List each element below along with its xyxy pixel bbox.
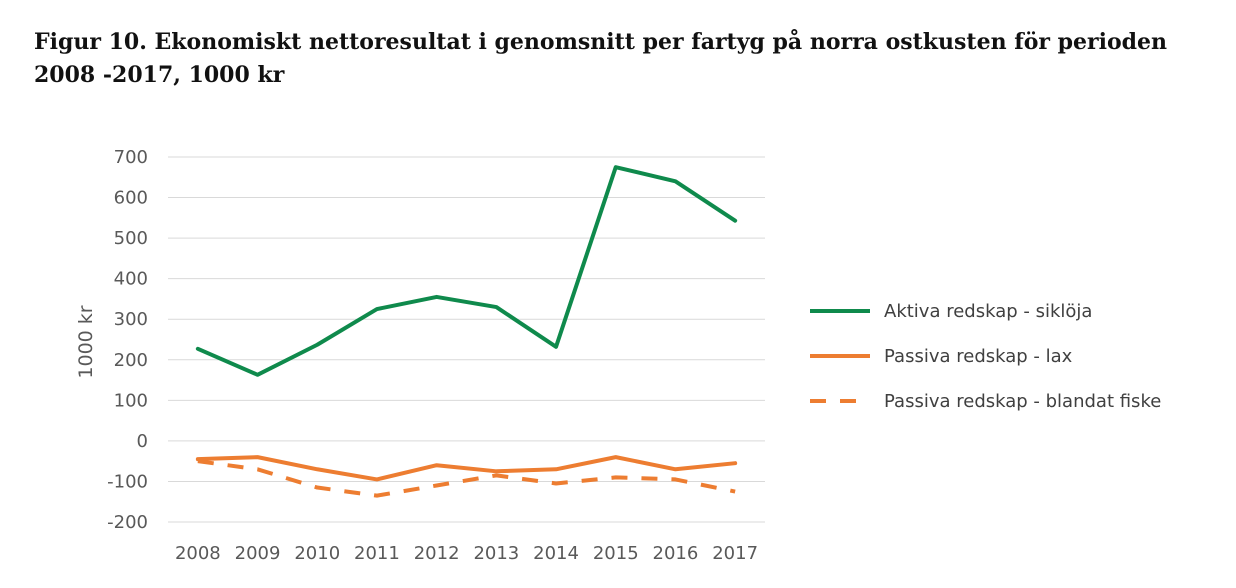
x-tick-label: 2010 <box>294 543 340 564</box>
legend-label: Aktiva redskap - siklöja <box>884 301 1092 322</box>
legend: Aktiva redskap - siklöja Passiva redskap … <box>810 301 1161 412</box>
legend-label: Passiva redskap - lax <box>884 346 1073 367</box>
y-tick-label: 200 <box>114 350 148 371</box>
x-tick-labels: 2008 2009 2010 2011 2012 2013 2014 2015 2016 2017 <box>175 543 758 564</box>
y-tick-label: -100 <box>107 471 148 492</box>
series-line <box>195 455 738 482</box>
x-tick-label: 2014 <box>533 543 579 564</box>
x-tick-label: 2012 <box>414 543 460 564</box>
y-tick-label: 700 <box>114 147 148 168</box>
series-line <box>197 459 736 498</box>
y-tick-label: 300 <box>114 309 148 330</box>
series-lines <box>195 165 738 498</box>
series-line <box>195 165 738 377</box>
gridlines <box>168 156 765 523</box>
y-tick-label: 400 <box>114 269 148 290</box>
y-tick-label: 0 <box>137 431 148 452</box>
x-tick-label: 2011 <box>354 543 400 564</box>
x-tick-label: 2017 <box>712 543 758 564</box>
x-tick-label: 2015 <box>593 543 639 564</box>
x-tick-label: 2008 <box>175 543 221 564</box>
y-axis-label: 1000 kr <box>75 305 97 378</box>
x-tick-label: 2009 <box>235 543 281 564</box>
y-tick-labels: 700 600 500 400 300 200 100 0 -100 -200 <box>107 147 148 533</box>
y-tick-label: 100 <box>114 390 148 411</box>
chart-title: Figur 10. Ekonomiskt nettoresultat i gen… <box>34 29 1168 88</box>
x-tick-label: 2016 <box>653 543 699 564</box>
legend-label: Passiva redskap - blandat fiske <box>884 391 1161 412</box>
y-tick-label: 600 <box>114 188 148 209</box>
x-tick-label: 2013 <box>473 543 519 564</box>
y-tick-label: -200 <box>107 512 148 533</box>
y-tick-label: 500 <box>114 228 148 249</box>
